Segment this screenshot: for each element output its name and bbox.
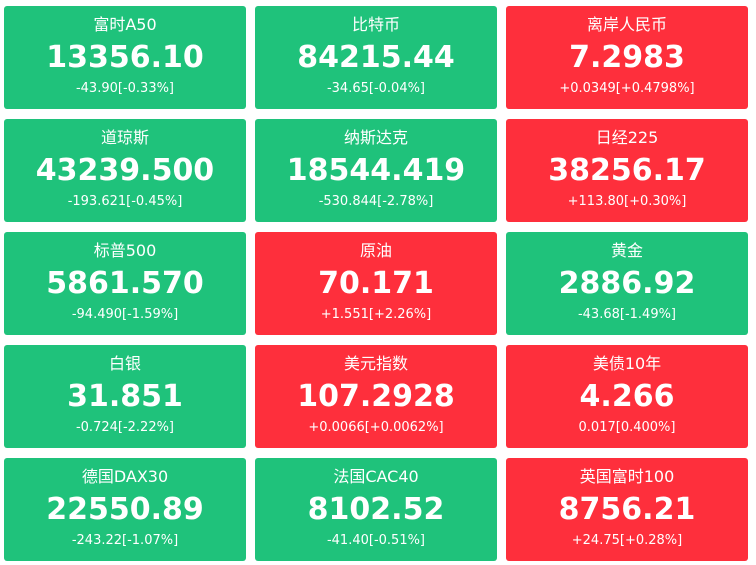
quote-tile-sp500[interactable]: 标普500 5861.570 -94.490[-1.59%] [4,232,246,335]
quote-name: 原油 [359,241,392,260]
quote-change: -243.22[-1.07%] [71,533,179,548]
quote-change: -43.68[-1.49%] [577,307,677,322]
quote-name: 白银 [108,354,141,373]
quote-name: 离岸人民币 [586,15,667,34]
quote-name: 日经225 [595,128,659,147]
quote-name: 比特币 [351,15,400,34]
quote-price: 7.2983 [569,40,685,75]
quote-change: +24.75[+0.28%] [571,533,683,548]
quote-price: 5861.570 [46,266,204,301]
quote-price: 4.266 [579,379,675,414]
quote-change: -94.490[-1.59%] [71,307,179,322]
quote-price: 8756.21 [558,492,696,527]
quote-change: -41.40[-0.51%] [326,533,426,548]
quote-change: -530.844[-2.78%] [318,194,434,209]
quote-tile-dax30[interactable]: 德国DAX30 22550.89 -243.22[-1.07%] [4,458,246,561]
quote-name: 黄金 [610,241,643,260]
quote-change: -34.65[-0.04%] [326,81,426,96]
quote-tile-ftse-100[interactable]: 英国富时100 8756.21 +24.75[+0.28%] [506,458,748,561]
quote-name: 英国富时100 [579,467,675,486]
quote-change: +1.551[+2.26%] [320,307,432,322]
quote-price: 70.171 [318,266,434,301]
quote-price: 18544.419 [286,153,466,188]
quote-price: 38256.17 [548,153,706,188]
quote-tile-gold[interactable]: 黄金 2886.92 -43.68[-1.49%] [506,232,748,335]
quote-change: +113.80[+0.30%] [567,194,687,209]
quote-tile-bitcoin[interactable]: 比特币 84215.44 -34.65[-0.04%] [255,6,497,109]
quote-price: 8102.52 [307,492,445,527]
quote-name: 美元指数 [343,354,408,373]
quote-tile-dollar-index[interactable]: 美元指数 107.2928 +0.0066[+0.0062%] [255,345,497,448]
quote-tile-cac40[interactable]: 法国CAC40 8102.52 -41.40[-0.51%] [255,458,497,561]
quote-name: 富时A50 [93,15,157,34]
quote-name: 道琼斯 [100,128,149,147]
quote-tile-ftse-china-a50[interactable]: 富时A50 13356.10 -43.90[-0.33%] [4,6,246,109]
quote-tile-offshore-cny[interactable]: 离岸人民币 7.2983 +0.0349[+0.4798%] [506,6,748,109]
quote-price: 13356.10 [46,40,204,75]
quote-name: 美债10年 [592,354,662,373]
quote-name: 纳斯达克 [343,128,408,147]
quote-change: 0.017[0.400%] [578,420,676,435]
quote-price: 43239.500 [35,153,215,188]
quote-tile-silver[interactable]: 白银 31.851 -0.724[-2.22%] [4,345,246,448]
quote-name: 标普500 [93,241,157,260]
quote-tile-dow-jones[interactable]: 道琼斯 43239.500 -193.621[-0.45%] [4,119,246,222]
quote-price: 22550.89 [46,492,204,527]
quote-price: 2886.92 [558,266,696,301]
quote-change: -43.90[-0.33%] [75,81,175,96]
quote-price: 84215.44 [297,40,455,75]
quote-tile-nasdaq[interactable]: 纳斯达克 18544.419 -530.844[-2.78%] [255,119,497,222]
quote-change: +0.0066[+0.0062%] [308,420,444,435]
quote-tile-nikkei-225[interactable]: 日经225 38256.17 +113.80[+0.30%] [506,119,748,222]
quote-tile-us-10y-treasury[interactable]: 美债10年 4.266 0.017[0.400%] [506,345,748,448]
quote-tile-crude-oil[interactable]: 原油 70.171 +1.551[+2.26%] [255,232,497,335]
quote-price: 31.851 [67,379,183,414]
quote-change: -0.724[-2.22%] [75,420,175,435]
quote-price: 107.2928 [297,379,455,414]
quote-change: -193.621[-0.45%] [67,194,183,209]
quote-change: +0.0349[+0.4798%] [559,81,695,96]
quote-name: 德国DAX30 [81,467,169,486]
quote-name: 法国CAC40 [333,467,419,486]
